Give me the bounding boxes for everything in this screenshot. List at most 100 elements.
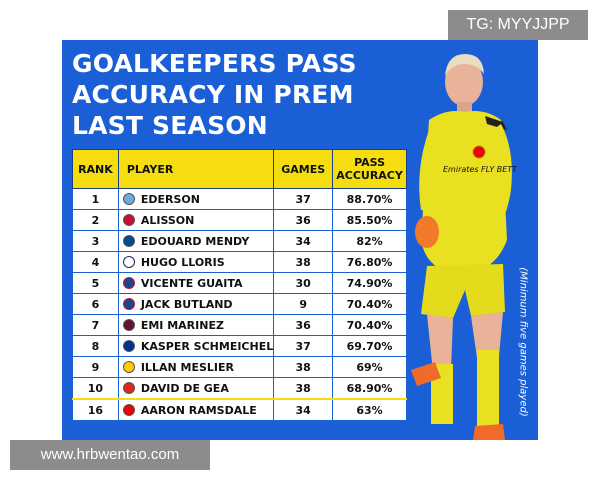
table-row: 8 KASPER SCHMEICHEL 37 69.70% <box>72 335 407 357</box>
rank-cell: 1 <box>72 188 119 210</box>
accuracy-cell: 74.90% <box>332 272 407 294</box>
table-row: 1 EDERSON 37 88.70% <box>72 188 407 210</box>
player-name: EDOUARD MENDY <box>140 234 250 248</box>
accuracy-cell: 69% <box>332 356 407 378</box>
rank-cell: 5 <box>72 272 119 294</box>
games-cell: 36 <box>273 209 334 231</box>
player-cell: ALISSON <box>117 209 275 231</box>
shorts-shape <box>421 264 505 318</box>
accuracy-cell: 70.40% <box>332 314 407 336</box>
games-cell: 38 <box>273 356 334 378</box>
player-cell: AARON RAMSDALE <box>117 398 275 421</box>
accuracy-cell: 69.70% <box>332 335 407 357</box>
leeds-crest-icon <box>122 360 135 373</box>
games-cell: 38 <box>273 377 334 400</box>
accuracy-cell: 88.70% <box>332 188 407 210</box>
player-name: ALISSON <box>140 213 195 227</box>
arsenal-crest-icon <box>122 403 135 416</box>
player-name: HUGO LLORIS <box>140 255 225 269</box>
minimum-games-note-text: (Minimum five games played) <box>517 267 529 417</box>
watermark-top-right: TG: MYYJJPP <box>448 10 588 40</box>
table-row: 7 EMI MARINEZ 36 70.40% <box>72 314 407 336</box>
chelsea-crest-icon <box>122 234 135 247</box>
jersey-sponsor: Emirates FLY BETTER <box>443 165 517 174</box>
games-cell: 37 <box>273 335 334 357</box>
accuracy-cell: 70.40% <box>332 293 407 315</box>
watermark-bottom-left: www.hrbwentao.com <box>10 440 210 470</box>
rank-cell: 16 <box>72 398 119 421</box>
player-name: DAVID DE GEA <box>140 381 229 395</box>
rank-cell: 4 <box>72 251 119 273</box>
infographic: GOALKEEPERS PASS ACCURACY IN PREM LAST S… <box>62 40 538 440</box>
left-leg-shape <box>427 314 453 372</box>
table-row: 5 VICENTE GUAITA 30 74.90% <box>72 272 407 294</box>
jersey-shape <box>421 111 507 272</box>
player-cell: EDERSON <box>117 188 275 210</box>
accuracy-cell: 85.50% <box>332 209 407 231</box>
table-row: 9 ILLAN MESLIER 38 69% <box>72 356 407 378</box>
left-arm-shape <box>419 130 439 212</box>
neck-shape <box>457 102 472 114</box>
player-name: AARON RAMSDALE <box>140 403 257 417</box>
header-pass-accuracy: PASS ACCURACY <box>332 149 407 189</box>
games-cell: 34 <box>273 230 334 252</box>
games-cell: 34 <box>273 398 334 421</box>
games-cell: 36 <box>273 314 334 336</box>
player-name: VICENTE GUAITA <box>140 276 243 290</box>
headline-line-2: ACCURACY IN PREM <box>72 80 354 109</box>
headline-line-3: LAST SEASON <box>72 111 268 140</box>
right-sock <box>477 350 499 428</box>
table-header-row: RANK PLAYER GAMES PASS ACCURACY <box>72 149 407 189</box>
header-games: GAMES <box>273 149 334 189</box>
leicester-crest-icon <box>122 339 135 352</box>
hair-shape <box>445 54 484 76</box>
games-cell: 30 <box>273 272 334 294</box>
right-arm-shape <box>487 124 512 230</box>
player-name: JACK BUTLAND <box>140 297 233 311</box>
man-city-crest-icon <box>122 192 135 205</box>
goalkeeper-glove <box>415 216 439 248</box>
player-cell: ILLAN MESLIER <box>117 356 275 378</box>
header-player: PLAYER <box>117 149 275 189</box>
player-cell: EDOUARD MENDY <box>117 230 275 252</box>
table-row: 6 JACK BUTLAND 9 70.40% <box>72 293 407 315</box>
headline-line-1: GOALKEEPERS PASS <box>72 49 357 78</box>
accuracy-cell: 63% <box>332 398 407 421</box>
pass-accuracy-table: RANK PLAYER GAMES PASS ACCURACY 1 EDERSO… <box>72 149 407 421</box>
accuracy-cell: 68.90% <box>332 377 407 400</box>
right-boot <box>473 424 505 440</box>
player-name: ILLAN MESLIER <box>140 360 234 374</box>
header-rank: RANK <box>72 149 119 189</box>
rank-cell: 8 <box>72 335 119 357</box>
crystal-palace-crest-icon <box>122 276 135 289</box>
accuracy-cell: 76.80% <box>332 251 407 273</box>
table-row: 4 HUGO LLORIS 38 76.80% <box>72 251 407 273</box>
goalkeeper-photo: Emirates FLY BETTER <box>411 54 517 440</box>
liverpool-crest-icon <box>122 213 135 226</box>
tottenham-crest-icon <box>122 255 135 268</box>
games-cell: 38 <box>273 251 334 273</box>
minimum-games-note: (Minimum five games played) <box>513 252 533 432</box>
rank-cell: 7 <box>72 314 119 336</box>
rank-cell: 3 <box>72 230 119 252</box>
aston-villa-crest-icon <box>122 318 135 331</box>
headline: GOALKEEPERS PASS ACCURACY IN PREM LAST S… <box>72 48 402 141</box>
player-cell: KASPER SCHMEICHEL <box>117 335 275 357</box>
table-row-highlighted: 16 AARON RAMSDALE 34 63% <box>72 398 407 421</box>
table-row: 3 EDOUARD MENDY 34 82% <box>72 230 407 252</box>
accuracy-cell: 82% <box>332 230 407 252</box>
left-boot <box>411 362 441 386</box>
player-name: EMI MARINEZ <box>140 318 224 332</box>
table-row: 2 ALISSON 36 85.50% <box>72 209 407 231</box>
head-shape <box>445 58 483 106</box>
player-cell: VICENTE GUAITA <box>117 272 275 294</box>
player-cell: JACK BUTLAND <box>117 293 275 315</box>
rank-cell: 6 <box>72 293 119 315</box>
table-row: 10 DAVID DE GEA 38 68.90% <box>72 377 407 400</box>
arsenal-crest-icon <box>472 145 486 159</box>
rank-cell: 10 <box>72 377 119 400</box>
man-utd-crest-icon <box>122 381 135 394</box>
player-cell: HUGO LLORIS <box>117 251 275 273</box>
crystal-palace-crest-icon <box>122 297 135 310</box>
games-cell: 9 <box>273 293 334 315</box>
